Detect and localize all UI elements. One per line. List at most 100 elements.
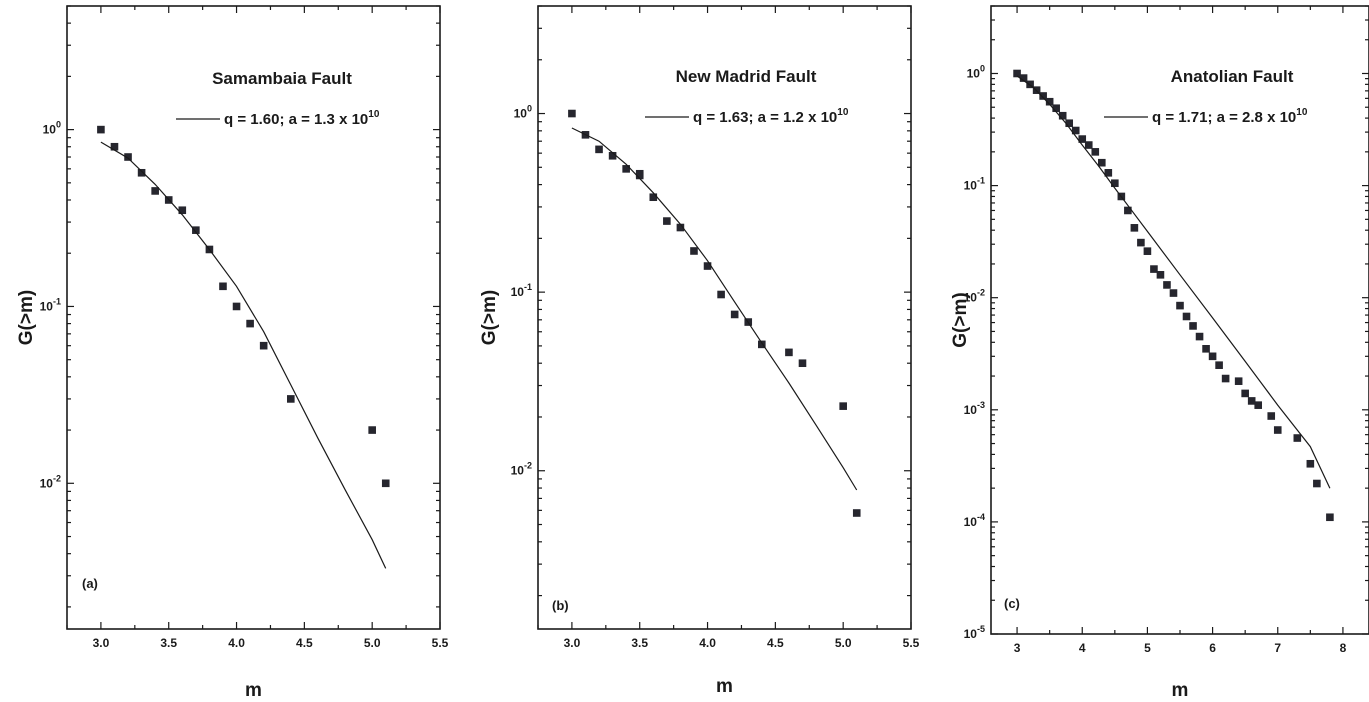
y-axis-title: G(>m) <box>479 290 500 345</box>
data-point <box>1143 247 1152 255</box>
data-point <box>839 402 847 410</box>
plot-frame <box>66 5 441 630</box>
y-tick-label: 10-3 <box>964 400 985 417</box>
data-point <box>1273 426 1282 434</box>
y-tick-label-base: 10 <box>967 66 981 80</box>
data-point <box>852 509 861 517</box>
fit-curve <box>100 141 387 569</box>
y-tick-label-exponent: -2 <box>977 288 985 298</box>
data-point <box>178 206 187 215</box>
y-tick-label: 10-1 <box>964 176 985 193</box>
data-point <box>368 426 376 434</box>
panel-label: (b) <box>552 598 569 613</box>
data-point <box>1078 135 1087 143</box>
chart-title: Samambaia Fault <box>212 69 352 88</box>
y-tick-label-base: 10 <box>511 285 525 299</box>
data-point <box>192 226 200 234</box>
panel-label: (a) <box>82 576 98 591</box>
y-tick-label-exponent: -1 <box>524 282 532 292</box>
y-tick-label: 10-2 <box>964 288 985 305</box>
legend-text: q = 1.71; a = 2.8 x 1010 <box>1152 107 1308 126</box>
data-point <box>608 151 617 160</box>
y-tick-label-exponent: -2 <box>53 473 61 483</box>
data-point <box>1091 148 1100 156</box>
x-tick-label: 6 <box>1209 641 1216 655</box>
data-point <box>730 310 739 319</box>
x-tick-label: 4.0 <box>228 636 245 650</box>
data-point <box>1241 389 1249 398</box>
data-point <box>1163 281 1171 289</box>
data-point <box>717 290 725 299</box>
y-tick-label-exponent: -5 <box>977 624 985 634</box>
y-tick-label-base: 10 <box>514 107 528 121</box>
data-point <box>1267 412 1276 420</box>
data-point <box>1313 479 1321 488</box>
x-tick-label: 3 <box>1014 641 1021 655</box>
x-tick-label: 3.0 <box>93 636 110 650</box>
y-axis-title: G(>m) <box>16 290 37 345</box>
y-tick-label-exponent: -1 <box>977 176 985 186</box>
y-tick-label: 100 <box>967 63 985 80</box>
data-point <box>1306 459 1315 468</box>
y-tick-label-exponent: 0 <box>980 63 985 73</box>
y-tick-label-exponent: 0 <box>527 104 532 114</box>
data-point <box>703 262 712 270</box>
y-tick-label: 10-2 <box>40 473 61 490</box>
y-tick-label: 10-1 <box>40 296 61 313</box>
panel-samambaia-fault: 3.0 3.5 4.0 4.5 5.0 5.510-210-1100mG(>m)Samam… <box>16 5 449 701</box>
y-tick-label-base: 10 <box>964 403 978 417</box>
y-axis-title: G(>m) <box>950 292 971 347</box>
data-point <box>124 153 132 161</box>
chart-title: Anatolian Fault <box>1171 67 1294 86</box>
data-point <box>110 142 119 151</box>
data-point <box>97 125 105 134</box>
data-point <box>568 109 576 118</box>
data-point <box>1195 332 1204 341</box>
y-tick-label-base: 10 <box>40 476 54 490</box>
data-point <box>1221 374 1230 383</box>
x-axis-title: m <box>1172 680 1189 701</box>
data-point <box>381 479 390 488</box>
y-tick-label-exponent: -1 <box>53 296 61 306</box>
x-tick-label: 5.5 <box>432 636 449 650</box>
x-axis-title: m <box>245 680 262 701</box>
x-tick-label: 5 <box>1144 641 1151 655</box>
data-point <box>1254 401 1263 409</box>
legend-text: q = 1.60; a = 1.3 x 1010 <box>224 109 380 128</box>
data-point <box>1019 74 1028 82</box>
data-point <box>1182 312 1191 321</box>
data-point <box>1189 322 1197 330</box>
data-point <box>1045 97 1054 106</box>
y-tick-label: 100 <box>43 120 61 137</box>
legend-text: q = 1.63; a = 1.2 x 1010 <box>693 107 849 126</box>
data-point <box>1111 179 1119 188</box>
data-point <box>1176 301 1184 310</box>
y-tick-label: 10-2 <box>511 461 532 478</box>
y-tick-label-base: 10 <box>511 464 525 478</box>
data-point <box>1293 434 1302 442</box>
data-point <box>635 171 644 180</box>
y-tick-label-base: 10 <box>964 291 978 305</box>
legend-text-main: q = 1.71; a = 2.8 x 10 <box>1152 109 1296 126</box>
x-tick-label: 3.5 <box>160 636 177 650</box>
data-point <box>219 282 227 291</box>
panel-anatolian-fault: 3 4 5 6 7 810-510-410-310-210-1100mG(>m)Anato… <box>950 5 1369 701</box>
data-point <box>1097 158 1106 167</box>
data-point <box>1013 69 1021 78</box>
x-tick-label: 7 <box>1274 641 1281 655</box>
data-point <box>1234 377 1243 385</box>
data-point <box>287 395 295 403</box>
data-point <box>1130 224 1139 232</box>
x-tick-label: 5.0 <box>364 636 381 650</box>
data-point <box>676 223 685 232</box>
data-point <box>1202 345 1210 353</box>
data-point <box>1058 111 1067 120</box>
x-axis-title: m <box>716 676 733 697</box>
legend-text-exponent: 10 <box>368 109 380 120</box>
data-point <box>246 319 254 328</box>
x-tick-label: 4.5 <box>296 636 313 650</box>
y-tick-label: 10-5 <box>964 624 985 641</box>
y-tick-label: 100 <box>514 104 532 121</box>
chart-title: New Madrid Fault <box>676 67 817 86</box>
